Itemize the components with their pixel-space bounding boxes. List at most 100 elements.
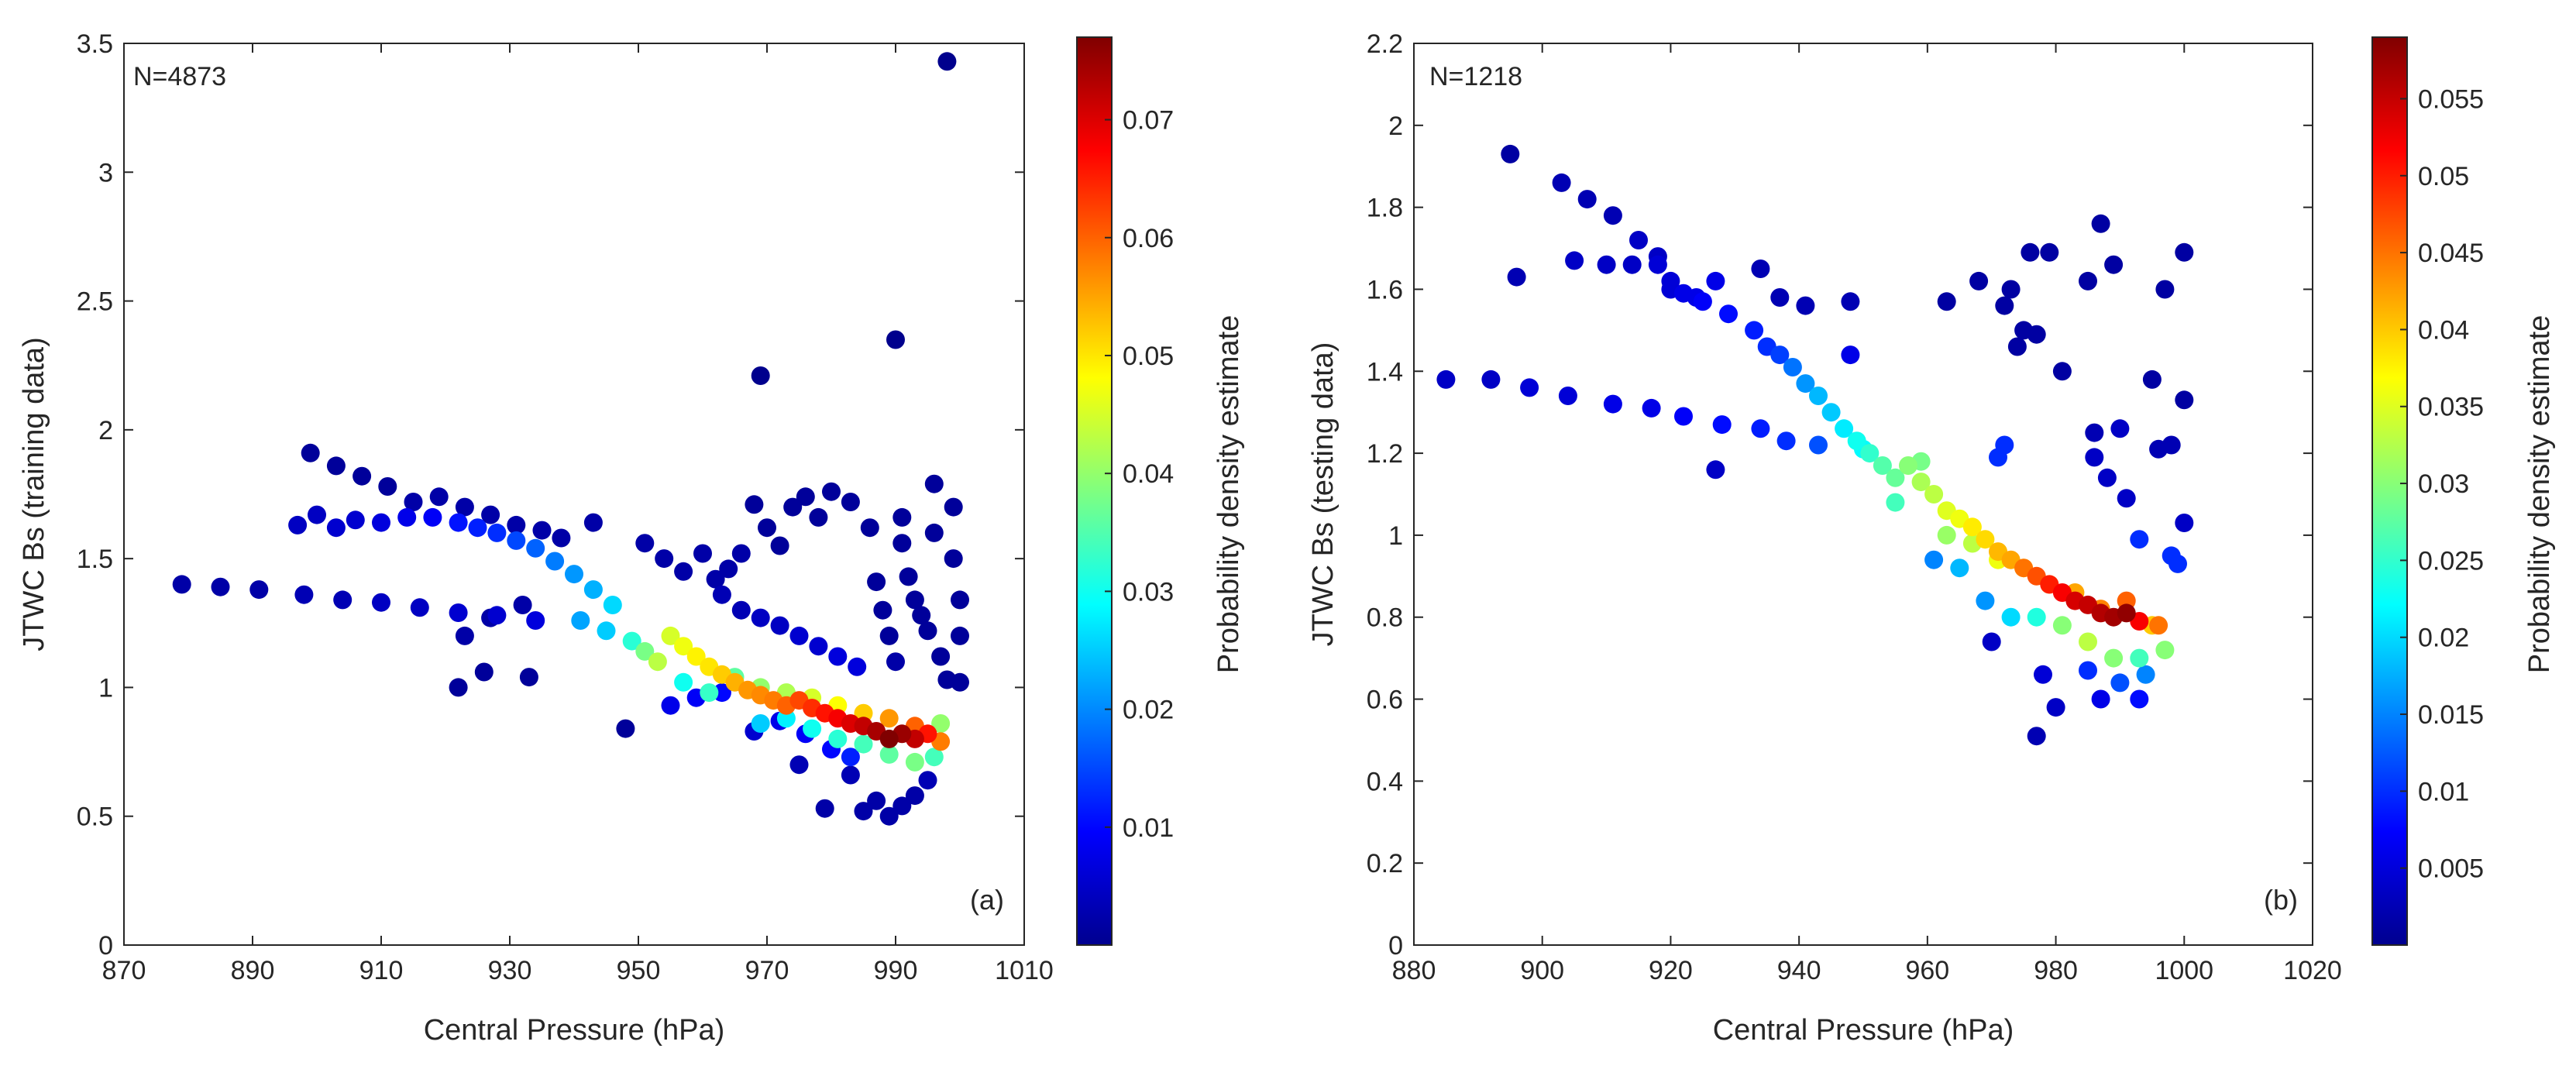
data-point [449,603,468,622]
colorbar-tick-label: 0.01 [2418,777,2469,806]
data-point [2001,280,2021,299]
data-point [1597,255,1616,274]
data-point [2155,641,2175,660]
data-point [2085,423,2104,442]
data-point [2175,514,2194,532]
data-point [2168,554,2187,573]
data-point [410,598,429,617]
data-point [770,536,789,555]
data-point [661,696,680,715]
data-point [751,714,770,733]
colorbar-tick-label: 0.04 [1123,459,1174,489]
y-tick-label: 0 [1388,931,1403,961]
data-point [455,497,474,517]
data-point [1552,173,1571,192]
panel-a-label: (a) [970,884,1004,916]
data-point [1642,398,1661,418]
data-point [937,52,957,71]
data-point [2142,370,2162,389]
x-tick-label: 880 [1392,956,1436,985]
data-point [1860,444,1880,463]
data-point [1577,190,1597,209]
data-point [661,626,680,645]
data-point [2079,661,2097,680]
data-point [2175,390,2194,410]
data-point [2091,689,2110,709]
data-point [674,562,693,581]
data-point [879,626,899,645]
data-point [1565,251,1584,270]
y-tick-label: 1.2 [1367,439,1403,469]
colorbar-tick-label: 0.035 [2418,393,2484,422]
colorbar-tick-label: 0.03 [1123,577,1174,607]
data-point [719,559,738,579]
data-point [892,507,912,527]
data-point [1706,271,1725,290]
data-point [789,755,809,775]
data-point [1911,473,1931,492]
data-point [2097,468,2117,487]
y-tick-label: 2 [98,416,113,445]
data-point [944,497,963,517]
data-point [2130,689,2149,709]
colorbar-tick-label: 0.01 [1123,813,1174,843]
y-tick-label: 0.8 [1367,603,1403,633]
data-point [1622,255,1642,274]
data-point [2034,665,2052,684]
data-point [2085,448,2104,467]
x-tick-label: 980 [2034,956,2078,985]
data-point [783,497,803,517]
x-tick-label: 1000 [2155,956,2213,985]
data-point [815,799,834,818]
data-point [700,683,719,703]
data-point [2136,665,2155,684]
panel-a-axes-box [123,43,1025,946]
data-point [931,714,951,733]
data-point [294,585,314,604]
data-point [249,580,269,600]
data-point [1950,559,1969,578]
data-point [2130,530,2149,549]
data-point [886,330,905,349]
data-point [1982,632,2001,651]
colorbar-tick-label: 0.015 [2418,700,2484,730]
data-point [423,507,442,527]
data-point [751,608,770,627]
colorbar-tick-label: 0.04 [2418,315,2469,345]
data-point [583,513,603,532]
data-point [931,647,951,666]
data-point [892,534,912,553]
x-tick-label: 930 [488,956,532,985]
data-point [854,802,873,821]
data-point [404,493,423,511]
data-point [333,590,353,610]
panel-a-ylabel: JTWC Bs (training data) [18,337,50,651]
data-point [918,621,937,641]
data-point [822,482,841,501]
x-tick-label: 910 [359,956,404,985]
x-tick-label: 990 [874,956,918,985]
colorbar-tick-label: 0.05 [2418,162,2469,191]
x-tick-label: 920 [1649,956,1693,985]
panel-a-colorbar [1076,36,1113,946]
data-point [2175,242,2194,262]
data-point [918,771,937,790]
data-point [1648,255,1667,274]
data-point [674,637,693,656]
panel-b-colorbar-ticks: 0.005 0.01 0.015 0.02 0.025 0.03 0.035 0.04 0.04… [2400,84,2484,884]
x-tick-label: 940 [1777,956,1821,985]
data-point [1520,378,1539,397]
data-point [597,621,616,641]
data-point [2117,489,2136,508]
x-tick-label: 870 [102,956,146,985]
data-point [841,493,860,511]
y-tick-label: 0.6 [1367,686,1403,715]
data-point [2027,607,2046,627]
data-point [686,647,706,666]
data-point [899,567,918,586]
data-point [346,510,365,530]
data-point [860,518,879,538]
data-point [854,703,873,723]
colorbar-tick-label: 0.005 [2418,854,2484,884]
